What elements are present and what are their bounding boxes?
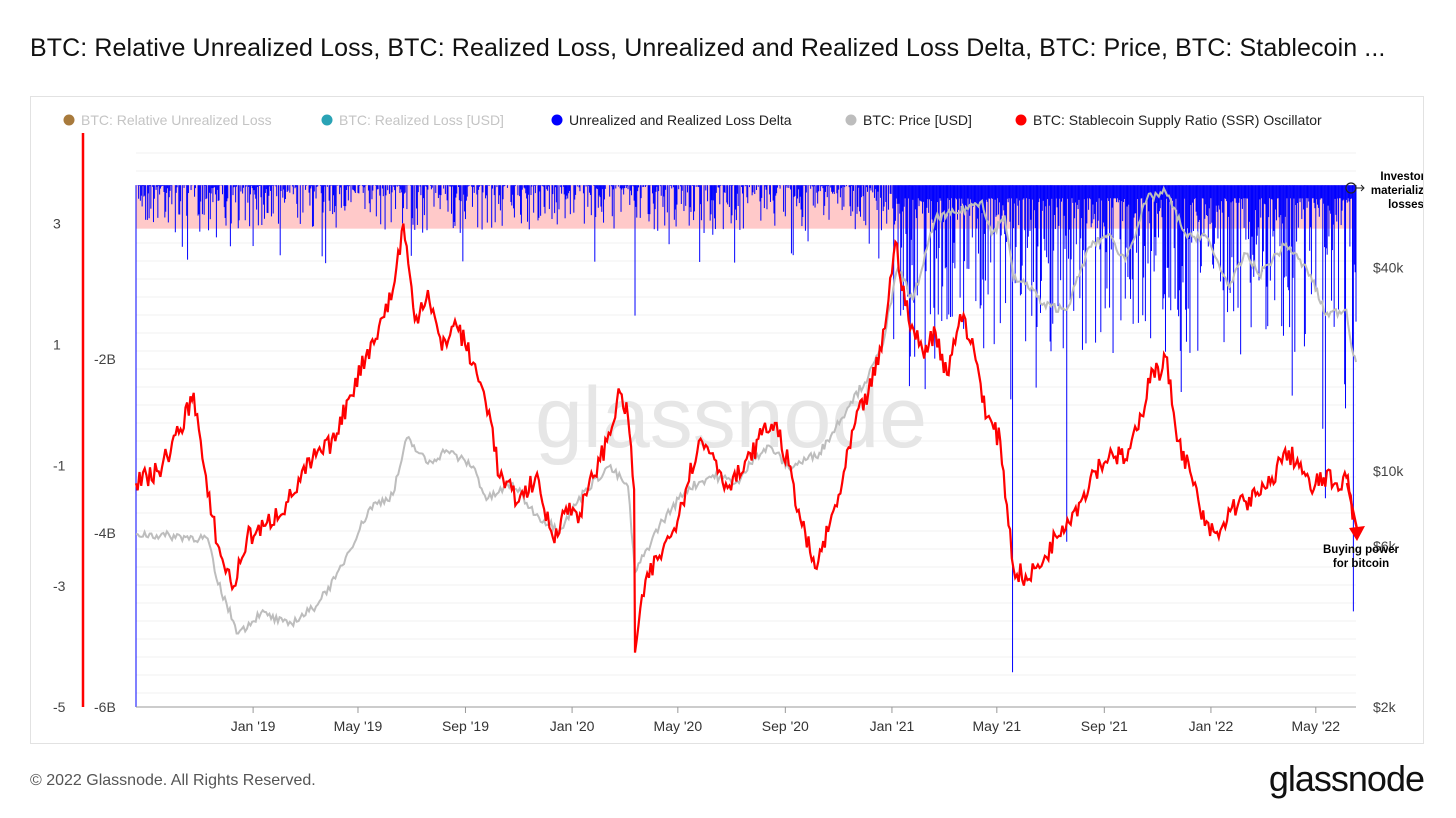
arrow-right-icon (1356, 184, 1365, 192)
ssr-tick-label: 1 (53, 336, 61, 352)
annotation-investors-text: materializing (1371, 185, 1423, 197)
legend-item: BTC: Realized Loss [USD] (321, 112, 504, 128)
x-tick-label: May '22 (1292, 718, 1341, 734)
ssr-tick-label: -3 (53, 578, 66, 594)
x-tick-label: Sep '21 (1081, 718, 1128, 734)
price-tick-label: $40k (1373, 259, 1404, 275)
chart-container: BTC: Relative Unrealized Loss BTC: Realiz… (30, 96, 1424, 744)
x-tick-label: Jan '21 (870, 718, 915, 734)
annotation-investors-text: Investors (1380, 171, 1423, 183)
legend-label: Unrealized and Realized Loss Delta (569, 112, 792, 128)
chart-svg: BTC: Relative Unrealized Loss BTC: Realiz… (53, 112, 1423, 734)
legend-label: BTC: Stablecoin Supply Ratio (SSR) Oscil… (1033, 112, 1322, 128)
legend-dot-icon (845, 114, 857, 126)
x-tick-label: Jan '20 (550, 718, 595, 734)
loss-tick-label: -6B (94, 699, 116, 715)
x-tick-label: Jan '22 (1189, 718, 1234, 734)
ssr-tick-label: -1 (53, 457, 66, 473)
x-tick-label: Sep '19 (442, 718, 489, 734)
loss-tick-label: -4B (94, 525, 116, 541)
legend-label: BTC: Relative Unrealized Loss (81, 112, 272, 128)
price-line (135, 185, 1357, 635)
x-tick-label: Jan '19 (231, 718, 276, 734)
x-tick-label: May '20 (654, 718, 703, 734)
ssr-tick-label: -5 (53, 699, 66, 715)
legend-dot-icon (1015, 114, 1027, 126)
legend-dot-icon (551, 114, 563, 126)
annotation-investors-text: losses (1388, 199, 1423, 211)
ssr-tick-label: 3 (53, 216, 61, 232)
price-tick-label: $6k (1373, 538, 1397, 554)
x-tick-label: Sep '20 (762, 718, 809, 734)
annotation-buying-power-text: Buying power (1323, 544, 1400, 556)
legend: BTC: Relative Unrealized Loss BTC: Realiz… (63, 112, 1322, 128)
x-tick-label: May '21 (973, 718, 1022, 734)
copyright-footer: © 2022 Glassnode. All Rights Reserved. (30, 772, 316, 789)
legend-item: BTC: Price [USD] (845, 112, 972, 128)
axes: 3 1 -1 -3 -5 -2B -4B -6B $40k $10k $6k $2k Jan '19 Ma… (53, 133, 1404, 734)
annotation-arrow-line (1345, 482, 1359, 530)
legend-dot-icon (63, 114, 75, 126)
brand-logo: glassnode (1268, 758, 1425, 799)
legend-label: BTC: Price [USD] (863, 112, 972, 128)
annotation-buying-power-text: for bitcoin (1333, 558, 1389, 570)
price-tick-label: $2k (1373, 699, 1397, 715)
x-tick-label: May '19 (334, 718, 383, 734)
chart-title: BTC: Relative Unrealized Loss, BTC: Real… (30, 34, 1386, 62)
loss-tick-label: -2B (94, 351, 116, 367)
arrow-down-icon (1349, 526, 1365, 541)
ssr-line (134, 223, 1354, 653)
annotations: Investors materializing losses Buying power… (1323, 171, 1423, 570)
legend-item: Unrealized and Realized Loss Delta (551, 112, 792, 128)
legend-label: BTC: Realized Loss [USD] (339, 112, 504, 128)
legend-item: BTC: Relative Unrealized Loss (63, 112, 272, 128)
legend-dot-icon (321, 114, 333, 126)
price-tick-label: $10k (1373, 463, 1404, 479)
legend-item: BTC: Stablecoin Supply Ratio (SSR) Oscil… (1015, 112, 1322, 128)
